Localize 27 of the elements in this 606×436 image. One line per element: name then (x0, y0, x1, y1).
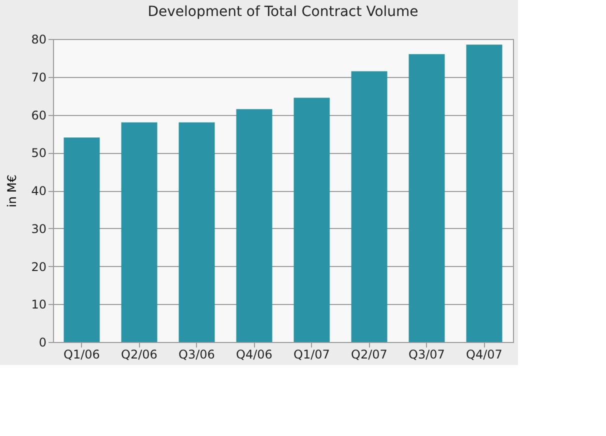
y-tick-label: 70 (31, 70, 46, 84)
x-tick-label: Q4/07 (466, 348, 502, 362)
x-tick-label: Q1/07 (294, 348, 330, 362)
x-tick-label: Q2/06 (121, 348, 158, 362)
bar (408, 54, 445, 342)
bar (466, 44, 502, 342)
x-tick-label: Q3/06 (178, 348, 215, 362)
bar (351, 71, 388, 342)
x-tick-label: Q2/07 (351, 348, 388, 362)
y-tick-label: 0 (38, 336, 46, 350)
bar (178, 122, 215, 342)
y-tick-label: 50 (31, 146, 46, 160)
y-tick-label: 40 (31, 184, 46, 198)
y-tick-label: 80 (31, 32, 46, 46)
bar (121, 122, 158, 342)
x-tick-label: Q4/06 (236, 348, 272, 362)
y-tick-label: 30 (31, 222, 46, 236)
bar (294, 98, 330, 342)
y-axis-title: in M€ (5, 174, 20, 208)
y-tick-label: 60 (31, 108, 46, 122)
x-tick-label: Q3/07 (408, 348, 445, 362)
chart-title: Development of Total Contract Volume (148, 4, 418, 20)
bar (236, 109, 272, 342)
x-tick-label: Q1/06 (64, 348, 100, 362)
bar (64, 137, 100, 342)
y-tick-label: 20 (31, 260, 46, 274)
y-tick-label: 10 (31, 298, 46, 312)
